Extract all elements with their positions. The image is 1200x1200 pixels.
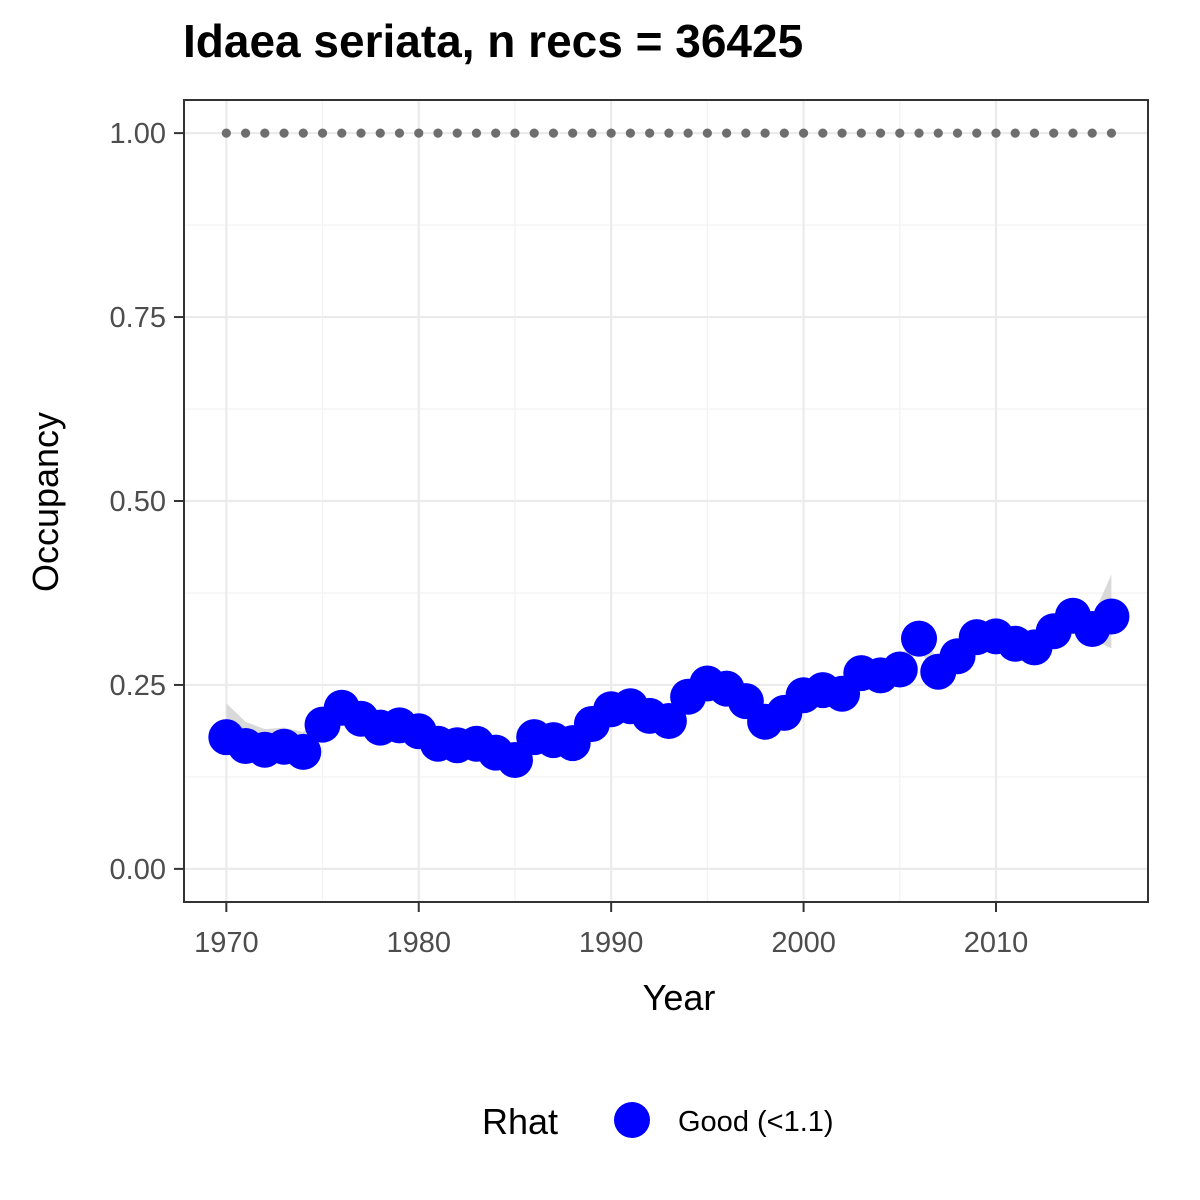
reference-point bbox=[914, 128, 924, 138]
x-tick-label: 2000 bbox=[771, 927, 836, 959]
reference-point bbox=[683, 128, 693, 138]
y-axis-ticks: 0.00 0.25 0.50 0.75 1.00 bbox=[110, 118, 184, 886]
reference-point bbox=[1087, 128, 1097, 138]
reference-point bbox=[837, 128, 847, 138]
reference-point bbox=[645, 128, 655, 138]
reference-point bbox=[798, 128, 809, 138]
reference-point bbox=[722, 128, 732, 138]
x-tick-label: 1990 bbox=[579, 927, 644, 959]
reference-point bbox=[1010, 128, 1020, 138]
occupancy-point bbox=[1093, 598, 1130, 635]
occupancy-points bbox=[208, 597, 1130, 778]
reference-point bbox=[1068, 128, 1078, 138]
reference-point bbox=[298, 128, 308, 138]
occupancy-point bbox=[881, 651, 918, 688]
reference-point bbox=[587, 128, 597, 138]
reference-point bbox=[760, 128, 770, 138]
y-tick-label: 0.50 bbox=[110, 486, 166, 518]
reference-point bbox=[279, 128, 289, 138]
reference-point bbox=[337, 128, 347, 138]
y-tick-label: 0.25 bbox=[110, 670, 166, 702]
reference-point bbox=[221, 128, 231, 138]
legend-label: Good (<1.1) bbox=[678, 1106, 834, 1138]
reference-point bbox=[375, 128, 385, 138]
x-tick-label: 1980 bbox=[386, 927, 451, 959]
occupancy-point bbox=[650, 702, 687, 739]
reference-point bbox=[240, 128, 251, 138]
x-tick-label: 1970 bbox=[194, 927, 259, 959]
reference-point bbox=[933, 128, 943, 138]
chart-title: Idaea seriata, n recs = 36425 bbox=[183, 15, 804, 67]
reference-point bbox=[433, 128, 443, 138]
y-tick-label: 0.00 bbox=[110, 854, 166, 886]
legend-key-circle bbox=[614, 1102, 650, 1138]
reference-point bbox=[741, 128, 751, 138]
reference-point bbox=[356, 128, 366, 138]
reference-point bbox=[972, 128, 982, 138]
reference-point bbox=[702, 128, 712, 138]
reference-point bbox=[991, 128, 1001, 138]
reference-point bbox=[317, 128, 328, 138]
reference-point bbox=[625, 128, 636, 138]
reference-point bbox=[414, 128, 424, 138]
reference-point bbox=[568, 128, 578, 138]
reference-point bbox=[452, 128, 462, 138]
reference-point bbox=[664, 128, 674, 138]
reference-point bbox=[548, 128, 559, 138]
reference-point bbox=[952, 128, 963, 138]
reference-point bbox=[260, 128, 270, 138]
y-tick-label: 0.75 bbox=[110, 302, 166, 334]
reference-point bbox=[1049, 128, 1059, 138]
reference-point bbox=[856, 128, 866, 138]
reference-point bbox=[1106, 128, 1117, 138]
legend: Rhat Good (<1.1) bbox=[482, 1101, 834, 1142]
y-tick-label: 1.00 bbox=[110, 118, 166, 150]
reference-point bbox=[510, 128, 520, 138]
reference-point bbox=[818, 128, 828, 138]
x-axis-title: Year bbox=[643, 977, 716, 1018]
y-axis-title: Occupancy bbox=[25, 412, 66, 592]
reference-point bbox=[394, 128, 405, 138]
reference-point bbox=[1029, 128, 1040, 138]
reference-point bbox=[875, 128, 886, 138]
reference-point bbox=[895, 128, 905, 138]
reference-point bbox=[606, 128, 616, 138]
reference-point bbox=[529, 128, 539, 138]
legend-title: Rhat bbox=[482, 1101, 558, 1142]
reference-point bbox=[779, 128, 789, 138]
reference-point bbox=[471, 128, 482, 138]
reference-point bbox=[491, 128, 501, 138]
x-tick-label: 2010 bbox=[964, 927, 1029, 959]
x-axis-ticks: 1970 1980 1990 2000 2010 bbox=[194, 902, 1028, 959]
occupancy-point bbox=[901, 620, 938, 657]
reference-points bbox=[221, 128, 1117, 138]
occupancy-point bbox=[285, 733, 322, 770]
